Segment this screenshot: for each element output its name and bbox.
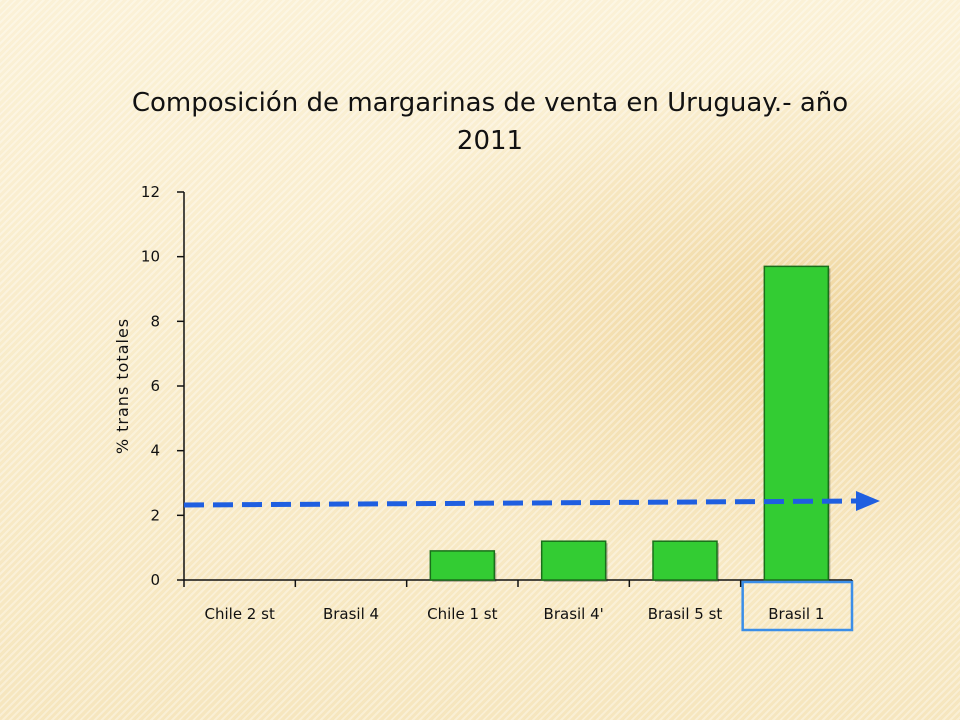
bar	[429, 550, 496, 581]
reference-arrow-head	[856, 491, 880, 512]
bar	[652, 540, 718, 581]
chart-title: Composición de margarinas de venta en Ur…	[131, 88, 849, 156]
y-tick-label: 4	[150, 442, 160, 460]
x-tick-label: Brasil 5 st	[648, 605, 723, 623]
y-tick-label: 10	[141, 248, 160, 266]
y-axis-label: % trans totales	[113, 318, 132, 454]
y-tick-label: 12	[141, 183, 160, 201]
y-tick-label: 2	[150, 506, 160, 524]
x-tick-label: Brasil 1	[768, 605, 824, 623]
bar	[540, 540, 607, 581]
bar	[763, 265, 830, 581]
reference-dashed-line	[183, 498, 859, 508]
x-tick-label: Brasil 4	[323, 605, 379, 623]
x-tick-label: Chile 1 st	[427, 605, 497, 623]
x-tick-label: Brasil 4'	[544, 605, 604, 623]
highlight-box	[741, 580, 854, 632]
y-tick-label: 8	[150, 312, 160, 330]
y-tick-label: 6	[150, 377, 160, 395]
x-tick-label: Chile 2 st	[205, 605, 275, 623]
y-tick-label: 0	[150, 571, 160, 589]
